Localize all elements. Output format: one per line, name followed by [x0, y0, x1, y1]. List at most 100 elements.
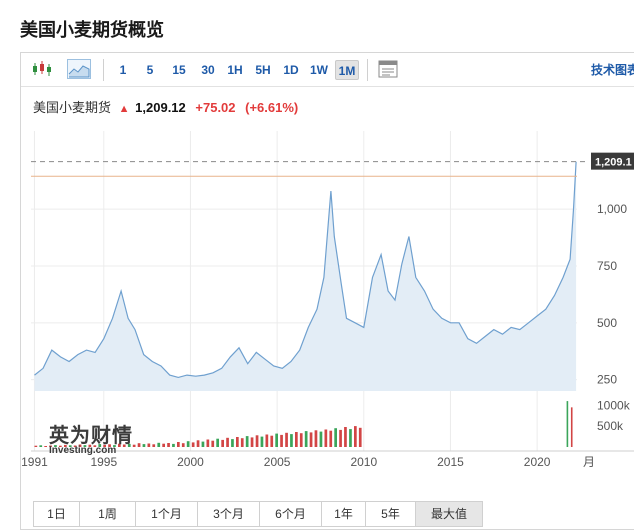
- timeframe-1w[interactable]: 1W: [310, 63, 328, 77]
- volume-bar: [216, 438, 219, 447]
- volume-bar: [118, 443, 121, 447]
- x-tick-label: 2000: [177, 455, 204, 469]
- volume-bar: [157, 442, 161, 447]
- volume-bar: [147, 443, 151, 447]
- volume-bar: [211, 440, 215, 447]
- toolbar-divider: [367, 59, 368, 81]
- volume-bar: [59, 445, 62, 447]
- timeframe-5h[interactable]: 5H: [255, 63, 271, 77]
- volume-bar: [122, 444, 126, 447]
- timeframe-30[interactable]: 30: [201, 63, 215, 77]
- volume-bar: [103, 444, 106, 447]
- volume-bar: [167, 443, 170, 447]
- volume-bar: [226, 437, 229, 447]
- price-change-percent: (+6.61%): [245, 100, 299, 115]
- volume-bar: [78, 444, 82, 447]
- x-tick-label: 2010: [350, 455, 377, 469]
- volume-bar: [236, 437, 239, 447]
- quote-bar: 美国小麦期货 ▲ 1,209.12 +75.02 (+6.61%): [33, 97, 298, 116]
- volume-bar: [285, 432, 288, 447]
- volume-bar: [295, 432, 298, 447]
- range-button[interactable]: 1日: [34, 502, 80, 526]
- range-button[interactable]: 最大值: [416, 502, 482, 526]
- range-button[interactable]: 1个月: [136, 502, 198, 526]
- volume-bar: [137, 443, 141, 447]
- range-button[interactable]: 3个月: [198, 502, 260, 526]
- chart-toolbar: 1 5 15 30 1H 5H 1D 1W 1M 技术图表: [21, 53, 634, 87]
- volume-bar: [108, 444, 111, 447]
- last-price-label: 1,209.1: [595, 157, 632, 169]
- instrument-name: 美国小麦期货: [33, 100, 112, 115]
- volume-bar: [206, 439, 210, 447]
- volume-bar: [186, 441, 190, 447]
- volume-bar: [250, 437, 254, 447]
- x-tick-label: 1995: [90, 455, 117, 469]
- volume-bar: [299, 433, 303, 447]
- volume-bar: [221, 439, 224, 447]
- volume-bar: [358, 427, 362, 447]
- timeframe-15[interactable]: 15: [172, 63, 186, 77]
- volume-bar: [181, 443, 185, 447]
- timeframe-1d[interactable]: 1D: [283, 63, 299, 77]
- volume-bar: [177, 442, 180, 447]
- volume-bar: [354, 426, 357, 447]
- price-area: [34, 161, 577, 391]
- chart-layout-icon[interactable]: [377, 59, 399, 79]
- y-tick-label: 250: [597, 373, 617, 387]
- volume-bar: [113, 445, 116, 447]
- volume-tick-label: 500k: [597, 419, 624, 433]
- volume-bar: [566, 401, 569, 447]
- volume-bar: [44, 446, 47, 447]
- volume-bar: [309, 432, 313, 447]
- x-tick-label: 1991: [21, 455, 48, 469]
- volume-bar: [245, 436, 249, 447]
- page-title: 美国小麦期货概览: [20, 20, 164, 40]
- timeframe-1m[interactable]: 1M: [335, 60, 359, 80]
- range-button[interactable]: 6个月: [260, 502, 322, 526]
- watermark-en: Investing.com: [49, 445, 117, 456]
- candlestick-chart-icon[interactable]: [31, 59, 53, 79]
- volume-bar: [93, 445, 97, 447]
- range-selector: 1日 1周 1个月 3个月 6个月 1年 5年 最大值: [33, 501, 483, 527]
- watermark-logo: 英为财情 Investing.com: [49, 419, 133, 456]
- up-arrow-icon: ▲: [118, 103, 130, 115]
- volume-bar: [172, 443, 175, 447]
- volume-bar: [344, 427, 347, 447]
- volume-bar: [290, 434, 293, 447]
- range-button[interactable]: 5年: [366, 502, 416, 526]
- volume-bar: [570, 407, 573, 447]
- volume-bar: [319, 431, 323, 447]
- price-chart[interactable]: 1,209.1 250 500 750 1,000 1000k 500k 1991 1995 20…: [21, 53, 634, 493]
- last-price: 1,209.12: [135, 100, 186, 115]
- toolbar-divider: [103, 59, 104, 81]
- volume-bar: [162, 443, 165, 447]
- timeframe-1h[interactable]: 1H: [227, 63, 243, 77]
- volume-bar: [196, 440, 200, 447]
- chart-widget: 1 5 15 30 1H 5H 1D 1W 1M 技术图表 美国小麦期货 ▲ 1…: [20, 52, 634, 530]
- volume-bar: [132, 444, 136, 447]
- volume-bar: [349, 429, 352, 447]
- y-tick-label: 500: [597, 316, 617, 330]
- last-price-box: [591, 152, 634, 170]
- volume-bar: [339, 429, 342, 447]
- volume-bar: [275, 433, 278, 447]
- volume-bar: [240, 438, 244, 447]
- timeframe-1[interactable]: 1: [119, 63, 127, 77]
- watermark-cn: 英为财情: [49, 425, 133, 447]
- volume-bar: [127, 443, 131, 447]
- volume-bar: [49, 445, 52, 447]
- volume-bar: [255, 435, 259, 447]
- range-button[interactable]: 1年: [322, 502, 366, 526]
- volume-bar: [265, 434, 269, 447]
- range-button[interactable]: 1周: [80, 502, 136, 526]
- volume-bar: [191, 442, 195, 447]
- volume-bar: [324, 429, 328, 447]
- volume-bar: [83, 445, 87, 447]
- volume-bar: [98, 444, 102, 447]
- timeframe-5[interactable]: 5: [146, 63, 154, 77]
- volume-bar: [329, 430, 333, 447]
- y-tick-label: 750: [597, 259, 617, 273]
- technical-chart-link[interactable]: 技术图表: [591, 63, 634, 77]
- x-tick-label: 2005: [264, 455, 291, 469]
- area-chart-icon[interactable]: [67, 59, 91, 79]
